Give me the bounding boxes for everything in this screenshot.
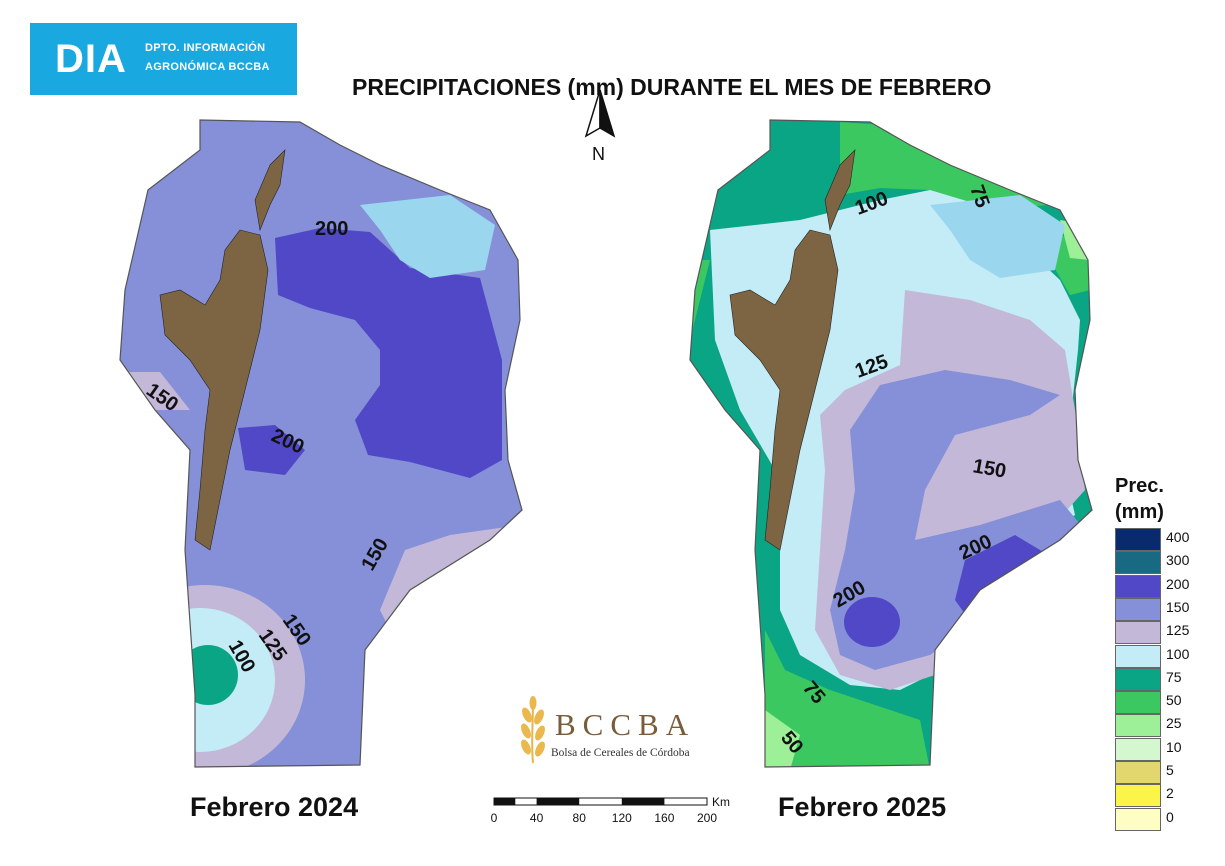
map1-province-outline [119,119,523,768]
map1-contour-label: 200 [315,218,348,240]
legend-swatch [1115,691,1161,715]
legend: Prec. (mm) 400 300 200 150 125 100 75 50 25 10 5 2 0 [1113,473,1225,843]
legend-swatch [1115,551,1161,575]
scale-unit: Km [712,795,730,809]
bccba-logo: BCCBA Bolsa de Cereales de Córdoba [515,695,715,765]
legend-title-line1: Prec. [1115,475,1164,497]
logo-line1: DPTO. INFORMACIÓN [145,42,266,54]
legend-label: 10 [1166,738,1182,755]
map1-zone-200-west [238,425,305,475]
scale-tick-label: 160 [654,811,674,825]
legend-label: 125 [1166,622,1190,639]
legend-swatch [1115,784,1161,808]
map-2024: 200 150 200 150 150 125 100 [119,119,523,768]
map2-zone-50-south [765,630,930,767]
legend-label: 300 [1166,552,1190,569]
legend-title-line2: (mm) [1115,501,1164,523]
logo-main-text: DIA [55,37,127,81]
legend-swatch [1115,714,1161,738]
legend-label: 200 [1166,575,1190,592]
map2-province-outline [689,119,1093,768]
map1-sierras-north [254,149,286,232]
map2-zone-200-south [844,597,900,647]
org-full-name: Bolsa de Cereales de Córdoba [551,747,690,759]
map2-zone-50-west [690,260,710,340]
dia-logo: DIA DPTO. INFORMACIÓN AGRONÓMICA BCCBA [30,23,297,95]
scale-ticks: 0 40 80 120 160 200 [491,811,718,825]
map2-zone-50-north [840,122,1050,210]
legend-swatch [1115,597,1161,621]
legend-swatch [1115,574,1161,598]
legend-label: 400 [1166,529,1190,545]
map1-lagoon [360,195,495,278]
scale-tick-label: 200 [697,811,717,825]
map2-zone-25-south [765,710,800,767]
legend-swatch [1115,667,1161,691]
org-name: BCCBA [555,707,696,742]
legend-label: 75 [1166,668,1182,685]
wheat-icon [521,696,545,764]
scale-tick-label: 0 [491,811,498,825]
legend-swatch [1115,621,1161,645]
legend-label: 0 [1166,808,1174,825]
legend-label: 2 [1166,785,1174,802]
map2-zone-150 [830,370,1085,670]
map2-sierras [729,229,839,551]
legend-swatch [1115,761,1161,784]
legend-swatch [1115,528,1161,551]
scale-tick-label: 120 [612,811,632,825]
map-label-2024: Febrero 2024 [190,792,359,822]
legend-label: 50 [1166,692,1182,709]
legend-label: 100 [1166,645,1190,662]
map-2025: 100 75 125 150 200 200 75 50 [689,119,1093,768]
map-label-2025: Febrero 2025 [778,792,947,822]
north-label: N [592,144,605,163]
legend-swatch [1115,644,1161,668]
legend-swatch [1115,807,1161,831]
map2-lagoon [930,195,1065,278]
page-title: PRECIPITACIONES (mm) DURANTE EL MES DE F… [352,74,992,100]
scale-tick-label: 40 [530,811,544,825]
map1-zone-200-east [275,228,502,478]
legend-label: 150 [1166,598,1190,615]
map2-sierras-north [824,149,856,232]
scale-tick-label: 80 [573,811,587,825]
legend-title: Prec. (mm) [1115,473,1164,525]
scale-bar: Km 0 40 80 120 160 200 [491,795,730,825]
north-arrow-icon: N [584,89,616,163]
legend-swatch [1115,737,1161,761]
logo-line2: AGRONÓMICA BCCBA [145,61,270,73]
legend-label: 25 [1166,715,1182,732]
map1-sierras [159,229,269,551]
legend-label: 5 [1166,762,1174,778]
